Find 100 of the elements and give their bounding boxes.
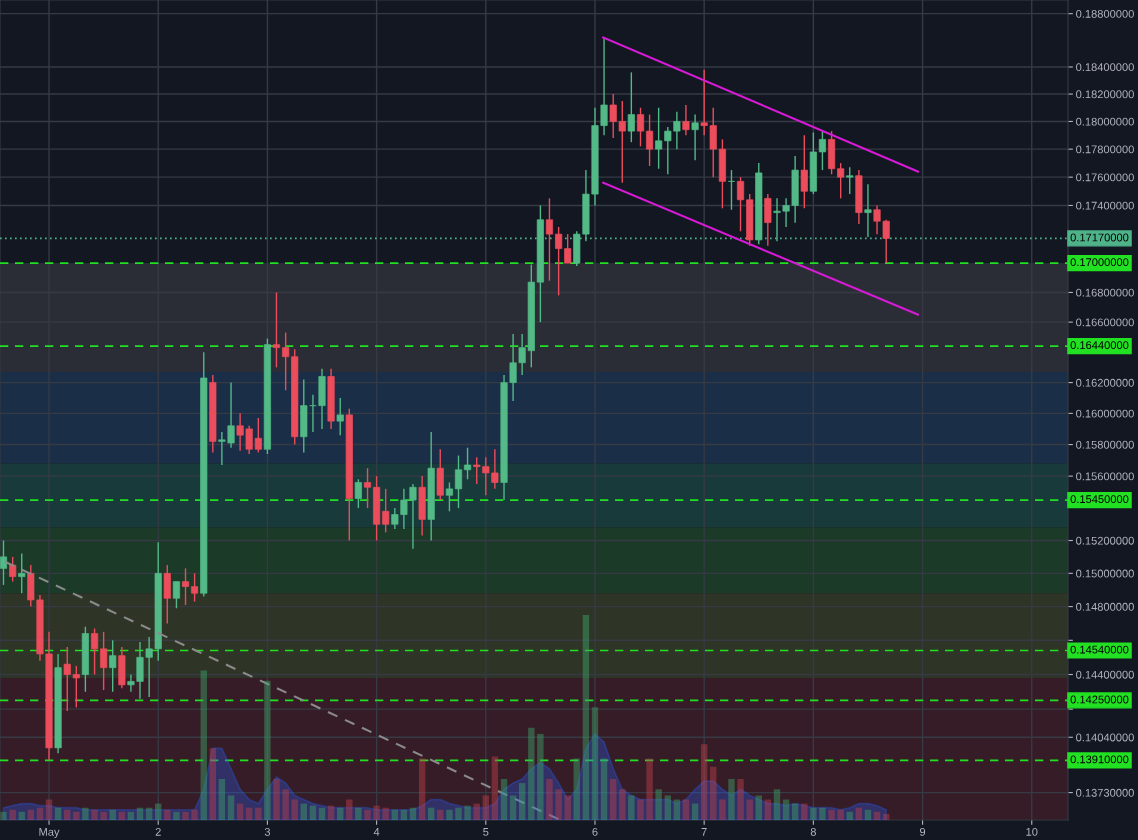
candlestick <box>837 162 845 200</box>
bar <box>837 809 844 820</box>
candlestick <box>846 166 854 195</box>
candlestick <box>646 113 654 167</box>
y-tick-label: 0.14400000 <box>1076 670 1134 679</box>
bar <box>482 795 489 820</box>
candlestick <box>691 113 699 162</box>
bar <box>509 795 517 820</box>
bar <box>755 795 762 820</box>
bar <box>637 799 644 820</box>
bar <box>782 799 790 820</box>
candlestick <box>100 631 108 691</box>
y-tick-label: 0.16600000 <box>1076 318 1134 327</box>
bar <box>18 811 25 820</box>
y-tick-label: 0.14800000 <box>1076 602 1134 611</box>
bar <box>610 779 617 820</box>
bar <box>673 799 681 820</box>
candlestick <box>464 446 472 480</box>
bar <box>300 803 307 820</box>
bar <box>473 803 480 820</box>
x-tick-label: 9 <box>919 827 926 836</box>
bar <box>528 727 535 820</box>
y-tick-label: 0.18000000 <box>1076 117 1134 126</box>
y-tick-label: 0.14040000 <box>1076 733 1134 742</box>
bar <box>655 789 662 820</box>
bar <box>282 789 289 820</box>
candlestick <box>682 104 690 136</box>
bar <box>218 779 226 820</box>
candlestick <box>272 291 281 369</box>
bar <box>245 807 253 820</box>
candlestick <box>354 478 362 509</box>
bar <box>882 813 890 820</box>
candlestick <box>800 134 808 210</box>
bar <box>337 807 344 820</box>
bar <box>236 803 244 820</box>
bar <box>664 795 672 820</box>
y-tick-label: 0.16200000 <box>1076 378 1134 387</box>
bar <box>164 809 171 820</box>
y-tick-label: 0.13730000 <box>1076 788 1134 797</box>
ref-line-label: 0.13910000 <box>1070 755 1129 764</box>
bar <box>400 809 408 820</box>
bar <box>155 803 162 820</box>
y-tick-label: 0.18200000 <box>1076 90 1134 99</box>
y-tick-label: 0.17400000 <box>1076 201 1134 210</box>
bar <box>427 807 435 820</box>
bar <box>355 807 362 820</box>
bar <box>118 811 126 820</box>
bar <box>582 615 590 820</box>
candlestick <box>382 488 390 534</box>
bar <box>409 807 417 820</box>
bar <box>746 799 753 820</box>
x-tick-label: 6 <box>592 827 598 836</box>
bar <box>518 783 526 820</box>
bar <box>719 799 726 820</box>
bar <box>591 707 599 820</box>
candlestick <box>181 567 190 606</box>
ref-line-label: 0.14540000 <box>1070 645 1129 654</box>
bar <box>773 789 781 820</box>
bar <box>819 807 826 820</box>
candlestick <box>555 226 563 297</box>
bar <box>864 809 872 820</box>
bar <box>873 811 881 820</box>
bar <box>764 799 772 820</box>
bar <box>109 809 116 820</box>
bar <box>100 811 107 820</box>
bar <box>54 807 62 820</box>
y-tick-label: 0.15600000 <box>1076 472 1134 481</box>
bar <box>710 766 717 820</box>
bar <box>227 795 235 820</box>
candlestick <box>9 556 17 583</box>
bar <box>27 809 34 820</box>
bar <box>455 807 462 820</box>
bar <box>209 748 217 820</box>
bar <box>127 811 135 820</box>
x-tick-label: 2 <box>155 827 161 836</box>
candlestick <box>445 481 453 513</box>
bar <box>64 809 71 820</box>
candlestick <box>864 183 872 238</box>
bar <box>728 779 735 820</box>
x-tick-label: 8 <box>810 827 816 836</box>
bar <box>682 799 690 820</box>
bar <box>801 803 808 820</box>
candlestick <box>636 107 645 148</box>
bar <box>73 811 80 820</box>
bar <box>646 758 653 820</box>
y-tick-label: 0.17600000 <box>1076 173 1134 182</box>
bar <box>437 809 444 820</box>
bar <box>628 795 635 820</box>
bar <box>546 779 553 820</box>
bar <box>446 809 453 820</box>
y-tick-label: 0.15200000 <box>1076 536 1134 545</box>
bar <box>737 779 744 820</box>
bar <box>182 811 189 820</box>
candlestick <box>545 197 554 282</box>
x-tick-label: May <box>39 828 60 838</box>
bar <box>82 807 89 820</box>
bar <box>555 789 562 820</box>
bar <box>619 789 626 820</box>
y-tick-label: 0.15000000 <box>1076 569 1134 578</box>
bar <box>573 758 580 820</box>
